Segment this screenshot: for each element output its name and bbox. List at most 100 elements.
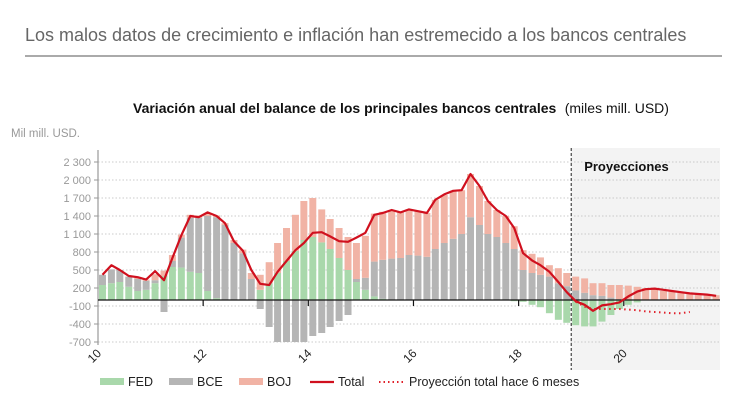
bar-bce [125, 276, 133, 287]
bar-boj [344, 237, 352, 270]
bar-fed [607, 300, 615, 315]
bar-fed [536, 300, 544, 308]
bar-bce [598, 295, 606, 300]
bar-bce [528, 273, 536, 300]
bar-boj [475, 186, 483, 225]
bar-fed [361, 289, 369, 300]
bars [99, 174, 720, 342]
bar-bce [344, 300, 352, 315]
bar-bce [449, 238, 457, 300]
bar-bce [107, 269, 115, 284]
bar-boj [151, 274, 159, 281]
bar-fed [326, 249, 334, 300]
bar-boj [160, 270, 168, 276]
bar-bce [352, 279, 360, 282]
bar-bce [423, 256, 431, 300]
y-axis-label: Mil mill. USD. [11, 128, 80, 140]
bar-bce [502, 243, 510, 300]
y-tick-label: 500 [73, 265, 91, 277]
bar-bce [204, 216, 212, 291]
bar-boj [467, 174, 475, 218]
bar-fed [309, 237, 317, 300]
bar-bce [554, 283, 562, 300]
bar-bce [379, 259, 387, 299]
bar-fed [633, 300, 641, 303]
bar-boj [510, 226, 518, 249]
bar-bce [440, 243, 448, 300]
bar-fed [125, 286, 133, 300]
bar-bce [572, 290, 580, 300]
bar-bce [484, 234, 492, 300]
bar-bce [545, 276, 553, 300]
bar-bce [318, 300, 326, 333]
bar-boj [440, 195, 448, 243]
bar-fed [624, 300, 632, 305]
bar-fed [283, 261, 290, 300]
bar-bce [326, 300, 334, 327]
bar-fed [300, 240, 308, 300]
bar-fed [589, 300, 597, 327]
bar-boj [624, 285, 632, 300]
bar-boj [335, 228, 343, 258]
bar-boj [379, 211, 387, 260]
bar-bce [177, 237, 185, 268]
bar-bce [116, 270, 124, 282]
bar-boj [589, 283, 597, 296]
chart-title: Variación anual del balance de los princ… [133, 100, 556, 116]
bar-boj [607, 285, 615, 298]
bar-fed [168, 267, 176, 300]
bar-fed [554, 300, 562, 320]
bar-bce [134, 279, 142, 291]
bar-bce [283, 300, 290, 342]
bar-boj [458, 190, 466, 234]
x-tick-label: 16 [400, 346, 420, 366]
legend: FED BCE BOJ Total Proyección total hace … [100, 375, 579, 389]
bar-boj [677, 292, 685, 300]
legend-label-fed: FED [128, 375, 153, 389]
bar-fed [598, 300, 606, 322]
bar-boj [247, 273, 255, 279]
y-axis-ticks: 2 300 2 000 1 700 1 400 1 100 800 500 200 -100 -4… [63, 157, 98, 349]
bar-fed [519, 300, 527, 302]
bar-boj [352, 243, 360, 279]
bar-fed [116, 282, 124, 300]
bar-boj [572, 276, 580, 291]
bar-bce [195, 217, 203, 273]
chart-title-group: Variación anual del balance de los princ… [133, 100, 669, 117]
bar-bce [467, 217, 475, 300]
bar-boj [703, 294, 711, 300]
y-tick-label: 2 000 [63, 175, 91, 187]
bar-fed [186, 271, 194, 300]
bar-fed [615, 300, 623, 309]
y-tick-label: 200 [73, 283, 91, 295]
bar-bce [256, 300, 264, 309]
bar-boj [326, 219, 334, 249]
bar-bce [247, 279, 255, 300]
bar-fed [256, 289, 264, 300]
bar-boj [449, 190, 457, 239]
projection-label: Proyecciones [584, 159, 669, 174]
bar-boj [686, 293, 694, 300]
bar-boj [554, 268, 562, 284]
bar-boj [502, 216, 510, 243]
bar-fed [563, 300, 571, 323]
bar-bce [370, 261, 378, 297]
bar-bce [291, 300, 299, 342]
bar-boj [633, 286, 641, 300]
legend-swatch-boj [239, 378, 263, 385]
bar-boj [642, 288, 650, 300]
bar-fed [335, 258, 343, 300]
bar-fed [274, 273, 282, 300]
bar-bce [475, 225, 483, 300]
bar-bce [99, 274, 106, 285]
bar-bce [151, 280, 159, 284]
bar-bce [519, 270, 527, 300]
bar-bce [581, 292, 589, 300]
y-tick-label: 800 [73, 247, 91, 259]
bar-boj [300, 201, 308, 240]
bar-bce [405, 255, 413, 300]
legend-swatch-fed [100, 378, 124, 385]
bar-fed [107, 283, 115, 300]
bar-boj [660, 291, 667, 300]
lines [101, 172, 717, 315]
